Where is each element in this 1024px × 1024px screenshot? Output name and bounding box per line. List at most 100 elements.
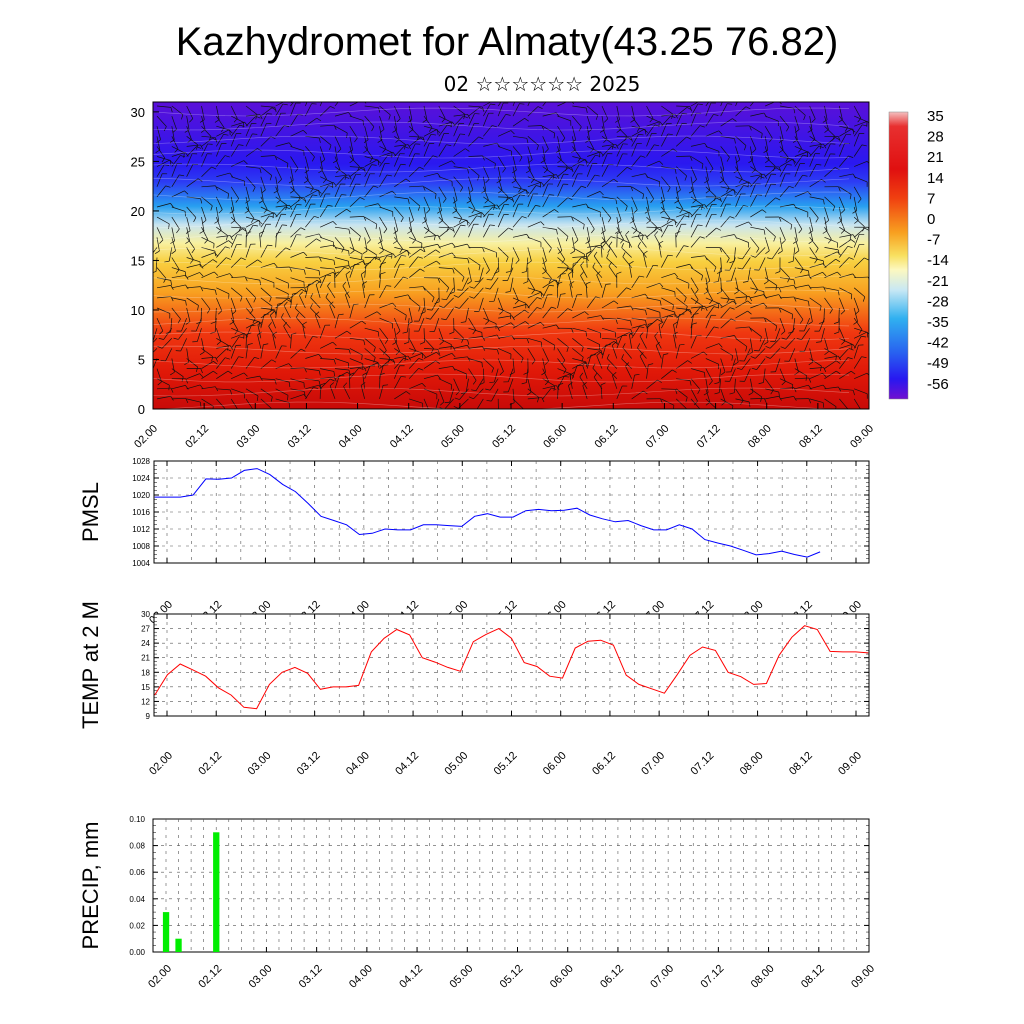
wind-barb-shaft: [809, 398, 824, 403]
wind-barb-shaft: [423, 115, 433, 128]
wind-barb-feather: [781, 330, 786, 335]
wind-barb-shaft: [305, 267, 320, 271]
wind-barb-feather: [834, 331, 840, 335]
chart-title: Kazhydromet for Almaty(43.25 76.82): [176, 20, 839, 64]
wind-barb-shaft: [637, 235, 647, 248]
wind-barb-shaft: [275, 156, 289, 164]
wind-barb-shaft: [445, 307, 454, 320]
wind-barb-feather: [701, 275, 703, 281]
wind-barb-shaft: [245, 307, 256, 319]
wind-barb-shaft: [216, 115, 225, 128]
wind-barb-feather: [796, 338, 802, 340]
wind-barb-shaft: [320, 176, 333, 184]
wind-barb-feather: [435, 360, 440, 364]
wind-barb-shaft: [735, 310, 748, 319]
wind-barb-shaft: [765, 388, 779, 393]
wind-barb-shaft: [245, 334, 247, 349]
xtick-label: 08.00: [749, 963, 777, 991]
wind-barb-shaft: [646, 324, 649, 339]
wind-barb-feather: [673, 321, 678, 325]
wind-barb-feather: [749, 326, 752, 332]
wind-barb-shaft: [408, 125, 420, 137]
xtick-label: 08.12: [799, 963, 827, 991]
wind-barb-shaft: [542, 226, 557, 230]
wind-barb-shaft: [156, 126, 161, 140]
wind-barb-shaft: [153, 247, 158, 254]
wind-barb-shaft: [394, 196, 409, 200]
wind-barb-feather: [434, 193, 437, 199]
wind-barb-feather: [348, 174, 352, 180]
wind-barb-shaft: [408, 358, 419, 369]
wind-barb-feather: [277, 179, 282, 184]
wind-barb-shaft: [673, 334, 677, 349]
wind-barb-shaft: [438, 267, 453, 270]
wind-barb-feather: [228, 240, 233, 244]
wind-barb-shaft: [601, 237, 611, 249]
wind-barb-feather: [841, 340, 846, 345]
wind-barb-shaft: [334, 265, 349, 268]
wind-barb-feather: [693, 400, 698, 406]
wind-barb-shaft: [839, 287, 852, 295]
wind-barb-shaft: [453, 277, 455, 292]
wind-barb-shaft: [438, 160, 452, 167]
wind-barb-feather: [630, 119, 635, 123]
wind-barb-shaft: [750, 327, 762, 337]
wind-barb-shaft: [230, 307, 235, 322]
wind-barb-shaft: [720, 176, 730, 189]
wind-barb-feather: [403, 276, 409, 279]
wind-barb-shaft: [168, 247, 173, 262]
wind-barb-shaft: [660, 186, 665, 201]
wind-barb-feather: [535, 205, 541, 207]
wind-barb-shaft: [186, 126, 192, 140]
wind-barb-feather: [371, 126, 375, 132]
wind-barb-shaft: [612, 375, 618, 389]
wind-barb-shaft: [186, 263, 201, 268]
wind-barb-feather: [734, 138, 736, 144]
wind-barb-shaft: [468, 123, 475, 137]
wind-barb-feather: [713, 114, 719, 116]
wind-barb-feather: [660, 398, 663, 404]
colorbar-scale: [888, 111, 909, 400]
wind-barb-shaft: [542, 285, 550, 299]
wind-barb-shaft: [364, 173, 371, 187]
wind-barb-shaft: [260, 398, 272, 409]
wind-barb-feather: [199, 402, 202, 408]
wind-barb-shaft: [794, 105, 806, 116]
y-axis-label: TEMP at 2 M: [78, 601, 103, 729]
wind-barb-feather: [437, 277, 441, 283]
wind-barb-feather: [716, 291, 722, 295]
wind-barb-shaft: [479, 267, 484, 282]
wind-barb-shaft: [171, 105, 184, 115]
wind-barb-shaft: [809, 297, 822, 307]
wind-barb-shaft: [468, 215, 477, 228]
wind-barb-shaft: [319, 136, 332, 146]
wind-barb-shaft: [231, 226, 246, 229]
wind-barb-shaft: [394, 365, 400, 379]
wind-barb-shaft: [364, 203, 379, 208]
wind-barb-shaft: [601, 136, 614, 145]
wind-barb-feather: [156, 139, 161, 143]
wind-barb-shaft: [794, 154, 804, 167]
wind-barb-shaft: [186, 272, 200, 279]
wind-barb-shaft: [171, 146, 185, 154]
wind-barb-feather: [689, 264, 693, 269]
wind-barb-shaft: [483, 224, 491, 238]
wind-barb-feather: [699, 125, 705, 128]
wind-barb-shaft: [557, 166, 572, 168]
wind-barb-shaft: [809, 271, 823, 279]
wind-barb-shaft: [295, 308, 306, 319]
wind-barb-shaft: [690, 351, 704, 359]
wind-barb-shaft: [171, 297, 186, 301]
wind-barb-shaft: [690, 204, 705, 208]
wind-barb-shaft: [216, 348, 227, 359]
wind-barb-feather: [459, 187, 464, 192]
wind-barb-shaft: [824, 167, 836, 177]
wind-barb-feather: [693, 313, 699, 315]
wind-barb-shaft: [334, 156, 341, 170]
wind-barb-feather: [521, 382, 527, 385]
wind-barb-shaft: [527, 321, 541, 329]
xs-xtick-label: 04.12: [388, 423, 416, 451]
wind-barb-feather: [697, 103, 703, 106]
wind-barb-shaft: [735, 102, 738, 107]
wind-barb-feather: [580, 261, 585, 266]
